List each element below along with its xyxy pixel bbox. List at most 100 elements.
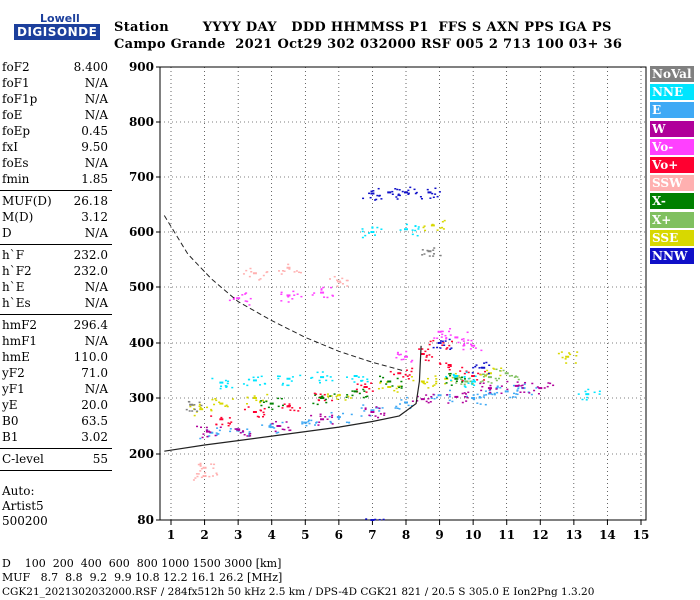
data-point — [305, 424, 308, 427]
data-point — [329, 395, 332, 397]
param-row: foF1p N/A — [0, 92, 108, 108]
param-separator — [0, 244, 112, 245]
data-point — [455, 382, 458, 384]
data-point — [356, 383, 359, 385]
x-tick-label: 5 — [301, 528, 309, 542]
data-point — [398, 194, 401, 197]
footer-muf-row: MUF 8.7 8.8 9.2 9.9 10.8 12.2 16.1 26.2 … — [2, 571, 283, 584]
data-point — [449, 374, 452, 377]
data-point — [415, 191, 418, 194]
data-point — [224, 405, 227, 407]
data-point — [512, 396, 515, 398]
data-point — [382, 376, 385, 379]
data-point — [361, 230, 364, 233]
x-tick-label: 12 — [532, 528, 549, 542]
param-value: N/A — [84, 156, 108, 170]
data-point — [252, 379, 257, 382]
data-point — [398, 354, 401, 356]
param-row: B1 3.02 — [0, 430, 108, 446]
data-point — [280, 291, 283, 294]
data-point — [211, 475, 214, 477]
data-point — [218, 401, 221, 404]
logo-lowell: Lowell — [40, 12, 80, 25]
data-point — [375, 198, 378, 201]
data-point — [488, 389, 491, 392]
data-point — [445, 377, 448, 379]
data-point — [379, 375, 382, 378]
data-point — [396, 198, 399, 200]
data-point — [238, 429, 241, 431]
param-value: 55 — [92, 452, 108, 466]
param-row: MUF(D) 26.18 — [0, 194, 108, 210]
data-point — [420, 380, 425, 383]
data-point — [323, 296, 326, 298]
data-point — [242, 273, 245, 275]
data-point — [276, 375, 279, 377]
data-point — [353, 381, 356, 383]
data-point — [502, 369, 505, 372]
param-name: foE — [2, 108, 23, 122]
data-point — [437, 342, 442, 344]
data-point — [445, 337, 448, 339]
data-point — [496, 385, 499, 388]
data-point — [490, 382, 493, 384]
data-point — [374, 199, 377, 201]
legend-item: X- — [650, 193, 694, 210]
data-point — [260, 375, 263, 378]
data-point — [325, 379, 328, 382]
data-point — [316, 403, 319, 406]
data-point — [423, 382, 426, 385]
param-value: 232.0 — [73, 248, 108, 262]
data-point — [433, 247, 436, 249]
data-point — [193, 408, 196, 411]
data-point — [574, 362, 577, 364]
data-point — [278, 270, 281, 272]
data-point — [267, 406, 270, 409]
y-tick-label: 500 — [129, 280, 154, 294]
data-point — [495, 388, 498, 390]
data-point — [252, 411, 257, 413]
param-separator — [0, 448, 112, 449]
auto-label: Auto: — [2, 484, 35, 498]
data-point — [444, 334, 447, 337]
data-point — [440, 330, 443, 333]
data-point — [411, 400, 414, 402]
data-point — [376, 407, 379, 409]
data-point — [208, 475, 211, 478]
data-point — [246, 428, 249, 430]
data-point — [396, 407, 399, 410]
data-point — [448, 395, 451, 398]
data-point — [249, 267, 252, 270]
data-point — [379, 413, 382, 415]
data-point — [452, 373, 455, 376]
data-point — [397, 372, 402, 375]
data-point — [546, 385, 549, 388]
data-point — [468, 377, 471, 380]
data-point — [347, 395, 350, 398]
data-point — [313, 292, 316, 294]
data-point — [280, 293, 283, 296]
data-point — [455, 380, 458, 382]
data-point — [452, 374, 455, 377]
data-point — [434, 375, 437, 377]
data-point — [239, 432, 242, 434]
data-point — [188, 401, 191, 403]
data-point — [353, 390, 358, 393]
data-point — [277, 397, 280, 400]
data-point — [511, 374, 514, 377]
data-point — [426, 188, 429, 191]
ionogram-plot: 1 2 3 4 5 6 7 8 9 10 11 12 13 14 158020030040050060070… — [129, 60, 649, 542]
data-point — [336, 398, 339, 400]
data-point — [506, 380, 509, 383]
data-point — [436, 195, 439, 198]
param-row: hmE 110.0 — [0, 350, 108, 366]
data-point — [378, 194, 381, 197]
data-point — [560, 351, 563, 353]
data-point — [451, 376, 454, 379]
data-point — [281, 270, 284, 272]
data-point — [543, 387, 546, 389]
data-point — [389, 370, 392, 373]
data-point — [399, 229, 402, 231]
data-point — [481, 380, 484, 382]
data-point — [283, 270, 286, 272]
